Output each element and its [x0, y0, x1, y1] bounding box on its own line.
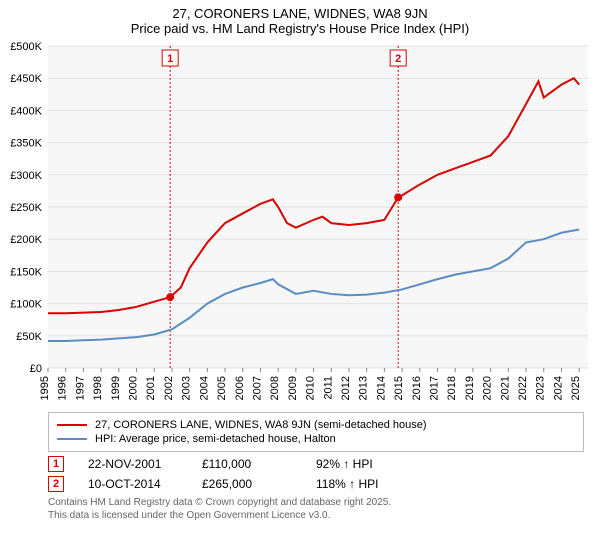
attribution: Contains HM Land Registry data © Crown c…	[48, 496, 584, 522]
sale-date: 22-NOV-2001	[88, 457, 178, 471]
legend-swatch	[57, 438, 87, 440]
svg-text:£400K: £400K	[10, 105, 42, 117]
svg-text:2016: 2016	[411, 376, 423, 400]
sale-hpi-pct: 118% ↑ HPI	[316, 477, 406, 491]
footer-line: Contains HM Land Registry data © Crown c…	[48, 496, 584, 509]
svg-text:2015: 2015	[393, 376, 405, 400]
sale-marker-icon: 1	[48, 456, 64, 472]
svg-text:2009: 2009	[287, 376, 299, 400]
svg-text:2017: 2017	[429, 376, 441, 400]
svg-text:2010: 2010	[305, 376, 317, 400]
svg-text:2025: 2025	[570, 376, 582, 400]
svg-text:2000: 2000	[128, 376, 140, 400]
svg-text:1997: 1997	[74, 376, 86, 400]
chart-title-block: 27, CORONERS LANE, WIDNES, WA8 9JN Price…	[0, 0, 600, 38]
svg-text:£50K: £50K	[16, 331, 42, 343]
svg-text:£200K: £200K	[10, 234, 42, 246]
svg-text:2018: 2018	[446, 376, 458, 400]
svg-text:1998: 1998	[92, 376, 104, 400]
svg-text:2014: 2014	[375, 376, 387, 400]
legend-label: HPI: Average price, semi-detached house,…	[95, 433, 336, 445]
svg-text:1999: 1999	[110, 376, 122, 400]
svg-text:2024: 2024	[552, 376, 564, 400]
svg-text:1: 1	[167, 53, 173, 65]
svg-text:2001: 2001	[145, 376, 157, 400]
sale-hpi-pct: 92% ↑ HPI	[316, 457, 406, 471]
svg-text:2011: 2011	[322, 376, 334, 400]
sale-price: £265,000	[202, 477, 292, 491]
svg-text:£300K: £300K	[10, 170, 42, 182]
svg-text:£350K: £350K	[10, 138, 42, 150]
svg-text:2002: 2002	[163, 376, 175, 400]
svg-text:1996: 1996	[57, 376, 69, 400]
sale-price: £110,000	[202, 457, 292, 471]
table-row: 2 10-OCT-2014 £265,000 118% ↑ HPI	[48, 476, 584, 492]
sale-marker-icon: 2	[48, 476, 64, 492]
svg-text:2023: 2023	[535, 376, 547, 400]
svg-text:2005: 2005	[216, 376, 228, 400]
svg-text:2007: 2007	[251, 376, 263, 400]
legend-label: 27, CORONERS LANE, WIDNES, WA8 9JN (semi…	[95, 419, 427, 431]
svg-text:1995: 1995	[39, 376, 51, 400]
svg-text:2013: 2013	[358, 376, 370, 400]
legend: 27, CORONERS LANE, WIDNES, WA8 9JN (semi…	[48, 412, 584, 452]
svg-text:2012: 2012	[340, 376, 352, 400]
svg-text:2021: 2021	[499, 376, 511, 400]
svg-text:2006: 2006	[234, 376, 246, 400]
svg-text:£500K: £500K	[10, 41, 42, 53]
line-chart: £0 £50K £100K £150K £200K £250K £300K £350K £400…	[0, 38, 600, 408]
svg-text:2022: 2022	[517, 376, 529, 400]
svg-text:2019: 2019	[464, 376, 476, 400]
svg-text:£150K: £150K	[10, 266, 42, 278]
title-address: 27, CORONERS LANE, WIDNES, WA8 9JN	[0, 6, 600, 21]
svg-text:2008: 2008	[269, 376, 281, 400]
title-subtitle: Price paid vs. HM Land Registry's House …	[0, 21, 600, 36]
sale-date: 10-OCT-2014	[88, 477, 178, 491]
sales-table: 1 22-NOV-2001 £110,000 92% ↑ HPI 2 10-OC…	[48, 456, 584, 492]
svg-text:2020: 2020	[482, 376, 494, 400]
chart-area: £0 £50K £100K £150K £200K £250K £300K £350K £400…	[0, 38, 600, 408]
svg-text:£450K: £450K	[10, 73, 42, 85]
svg-text:2003: 2003	[181, 376, 193, 400]
svg-text:2: 2	[395, 53, 401, 65]
legend-item: 27, CORONERS LANE, WIDNES, WA8 9JN (semi…	[57, 419, 575, 431]
legend-item: HPI: Average price, semi-detached house,…	[57, 433, 575, 445]
svg-text:£250K: £250K	[10, 202, 42, 214]
table-row: 1 22-NOV-2001 £110,000 92% ↑ HPI	[48, 456, 584, 472]
svg-text:2004: 2004	[198, 376, 210, 400]
svg-text:£100K: £100K	[10, 299, 42, 311]
footer-line: This data is licensed under the Open Gov…	[48, 509, 584, 522]
legend-swatch	[57, 424, 87, 426]
svg-text:£0: £0	[30, 363, 42, 375]
